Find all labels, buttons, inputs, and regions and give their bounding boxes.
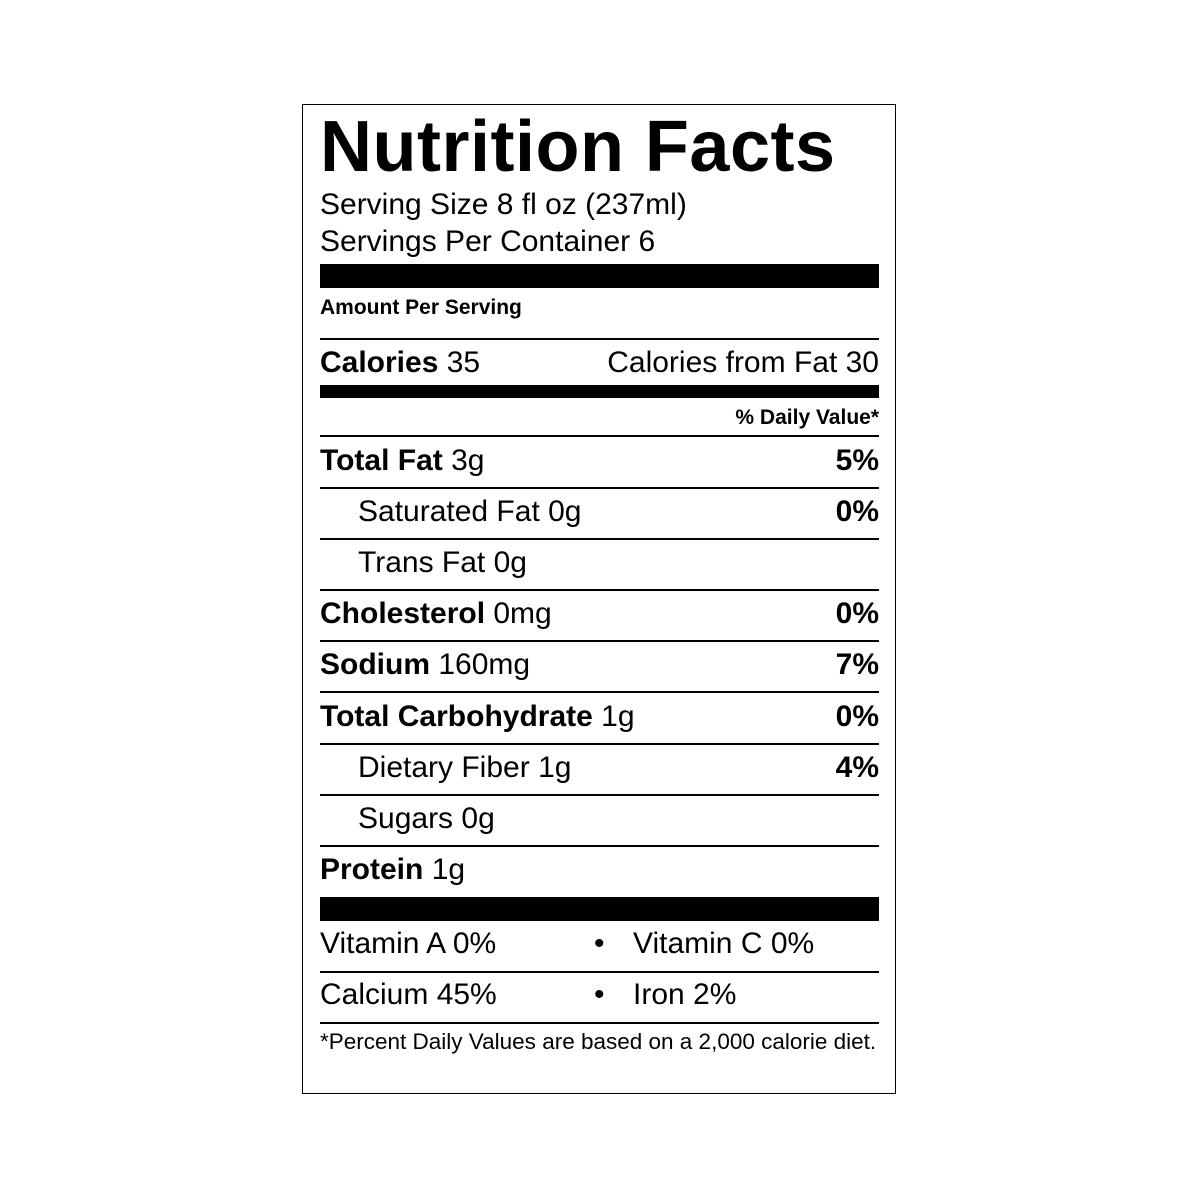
nutrient-amount: 1g bbox=[601, 700, 635, 733]
nutrient-label: Dietary Fiber bbox=[358, 751, 530, 784]
divider bbox=[320, 1022, 879, 1024]
nutrient-dv: 0% bbox=[835, 700, 879, 733]
vitamin-a: Vitamin A 0% bbox=[320, 927, 497, 960]
divider bbox=[320, 743, 879, 745]
nutrient-row-dietary-fiber: Dietary Fiber 1g 4% bbox=[320, 751, 879, 785]
bullet: • bbox=[594, 978, 605, 1011]
nutrient-label: Saturated Fat bbox=[358, 495, 540, 528]
calories-row: Calories 35 Calories from Fat 30 bbox=[320, 346, 879, 380]
divider bbox=[320, 845, 879, 847]
vitamin-c: Vitamin C 0% bbox=[633, 927, 815, 960]
nutrient-row-saturated-fat: Saturated Fat 0g 0% bbox=[320, 495, 879, 529]
nutrient-dv: 5% bbox=[835, 444, 879, 477]
nutrient-amount: 160mg bbox=[438, 648, 531, 681]
nutrient-label: Protein bbox=[320, 853, 424, 886]
nutrient-amount: 0g bbox=[493, 546, 527, 579]
nutrient-label: Sodium bbox=[320, 648, 430, 681]
calories-value: 35 bbox=[446, 346, 481, 379]
divider bbox=[320, 971, 879, 973]
serving-size: Serving Size 8 fl oz (237ml) bbox=[320, 188, 687, 221]
divider bbox=[320, 538, 879, 540]
thick-divider bbox=[320, 264, 879, 288]
nutrient-row-cholesterol: Cholesterol 0mg 0% bbox=[320, 597, 879, 631]
medium-divider bbox=[320, 385, 879, 398]
nutrient-label: Total Carbohydrate bbox=[320, 700, 593, 733]
nutrient-row-trans-fat: Trans Fat 0g bbox=[320, 546, 879, 580]
divider bbox=[320, 589, 879, 591]
nutrient-dv: 0% bbox=[835, 495, 879, 528]
vitamin-row: Vitamin A 0% • Vitamin C 0% bbox=[320, 927, 879, 961]
nutrient-row-total-fat: Total Fat 3g 5% bbox=[320, 444, 879, 478]
servings-per-container: Servings Per Container 6 bbox=[320, 225, 656, 258]
nutrient-label: Total Fat bbox=[320, 444, 443, 477]
nutrient-amount: 0g bbox=[548, 495, 582, 528]
divider bbox=[320, 691, 879, 693]
amount-per-serving: Amount Per Serving bbox=[320, 296, 522, 319]
divider bbox=[320, 435, 879, 437]
divider bbox=[320, 794, 879, 796]
calories-from-fat: Calories from Fat 30 bbox=[607, 346, 879, 379]
footnote: *Percent Daily Values are based on a 2,0… bbox=[320, 1029, 877, 1054]
mineral-row: Calcium 45% • Iron 2% bbox=[320, 978, 879, 1012]
nutrient-label: Cholesterol bbox=[320, 597, 486, 630]
nutrient-row-total-carbohydrate: Total Carbohydrate 1g 0% bbox=[320, 700, 879, 734]
nutrient-amount: 1g bbox=[431, 853, 466, 886]
nutrient-dv: 7% bbox=[835, 648, 879, 681]
daily-value-header: % Daily Value* bbox=[735, 406, 879, 429]
nutrient-amount: 0g bbox=[461, 802, 495, 835]
nutrient-amount: 3g bbox=[451, 444, 485, 477]
calories-label: Calories bbox=[320, 346, 439, 379]
nutrient-dv: 0% bbox=[835, 597, 879, 630]
divider bbox=[320, 640, 879, 642]
nutrient-label: Trans Fat bbox=[358, 546, 486, 579]
nutrition-label bbox=[302, 104, 896, 1094]
calcium: Calcium 45% bbox=[320, 978, 497, 1011]
iron: Iron 2% bbox=[633, 978, 737, 1011]
thick-divider bbox=[320, 897, 879, 921]
divider bbox=[320, 487, 879, 489]
nutrient-row-sodium: Sodium 160mg 7% bbox=[320, 648, 879, 682]
nutrient-row-protein: Protein 1g bbox=[320, 853, 879, 887]
divider bbox=[320, 338, 879, 340]
nutrient-amount: 1g bbox=[538, 751, 572, 784]
nutrient-row-sugars: Sugars 0g bbox=[320, 802, 879, 836]
nutrient-label: Sugars bbox=[358, 802, 454, 835]
nutrient-amount: 0mg bbox=[493, 597, 552, 630]
bullet: • bbox=[594, 927, 605, 960]
label-title: Nutrition Facts bbox=[320, 107, 836, 187]
nutrient-dv: 4% bbox=[835, 751, 879, 784]
